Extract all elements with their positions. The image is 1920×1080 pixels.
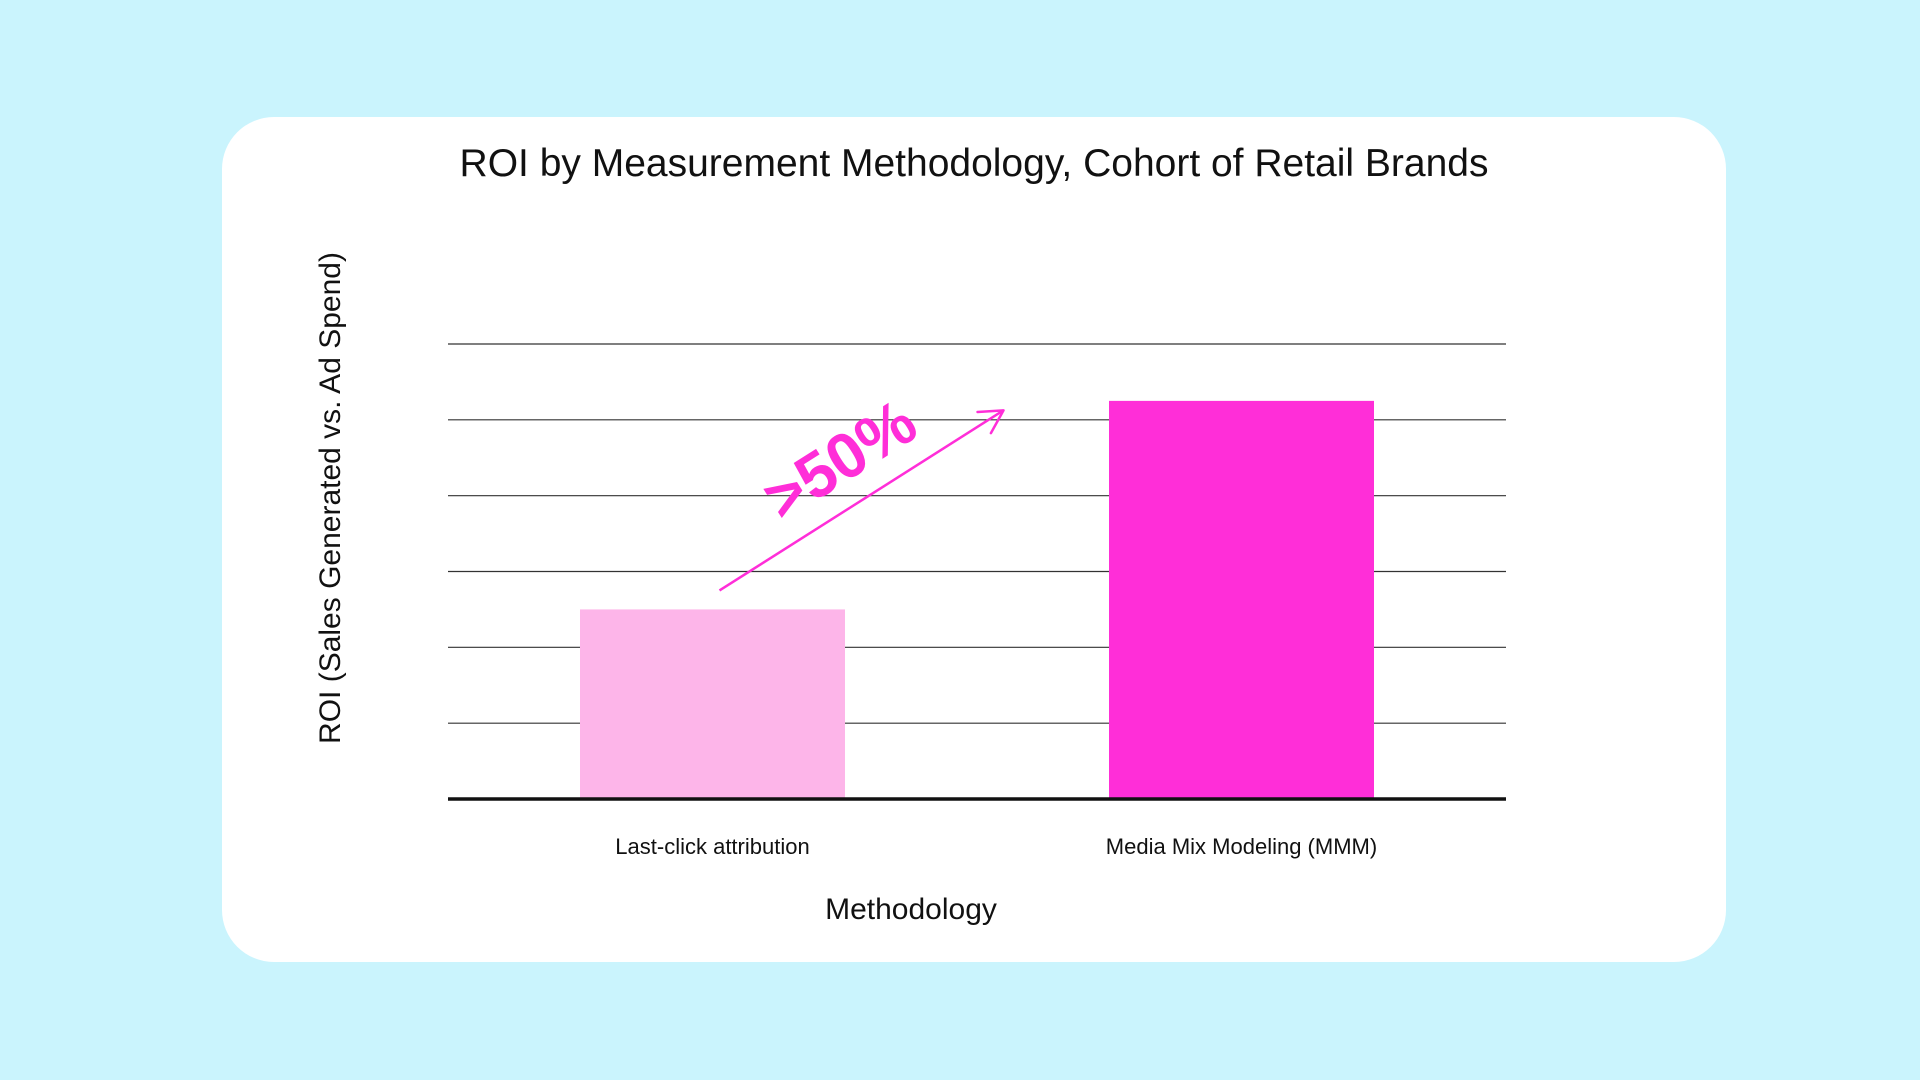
annotation-arrowhead bbox=[976, 409, 1005, 435]
category-labels: Last-click attribution Media Mix Modeling… bbox=[615, 834, 1377, 859]
x-axis-label-wrap: Methodology bbox=[136, 893, 1640, 927]
bar-2 bbox=[1109, 400, 1374, 799]
category-label: Media Mix Modeling (MMM) bbox=[1106, 834, 1377, 859]
bar-1 bbox=[580, 609, 845, 799]
y-axis-label: ROI (Sales Generated vs. Ad Spend) bbox=[314, 252, 347, 744]
category-label: Last-click attribution bbox=[615, 834, 809, 859]
annotation-label: >50% bbox=[751, 385, 929, 534]
annotation: >50% bbox=[718, 385, 1005, 592]
bars bbox=[580, 400, 1374, 799]
x-axis-label: Methodology bbox=[825, 893, 997, 926]
bar-chart: Last-click attribution Media Mix Modeling… bbox=[448, 343, 1506, 859]
chart-card: ROI by Measurement Methodology, Cohort o… bbox=[222, 117, 1726, 962]
annotation-arrow bbox=[718, 409, 1005, 592]
chart-title: ROI by Measurement Methodology, Cohort o… bbox=[459, 142, 1489, 185]
